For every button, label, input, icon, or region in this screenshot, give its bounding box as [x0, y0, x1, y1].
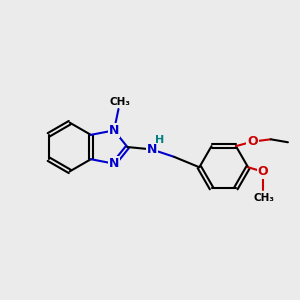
Text: H: H — [155, 135, 165, 145]
Text: N: N — [147, 143, 157, 156]
Text: N: N — [109, 124, 119, 137]
Text: CH₃: CH₃ — [110, 97, 130, 106]
Text: O: O — [258, 165, 268, 178]
Text: CH₃: CH₃ — [254, 194, 275, 203]
Text: O: O — [247, 135, 258, 148]
Text: N: N — [109, 157, 119, 170]
